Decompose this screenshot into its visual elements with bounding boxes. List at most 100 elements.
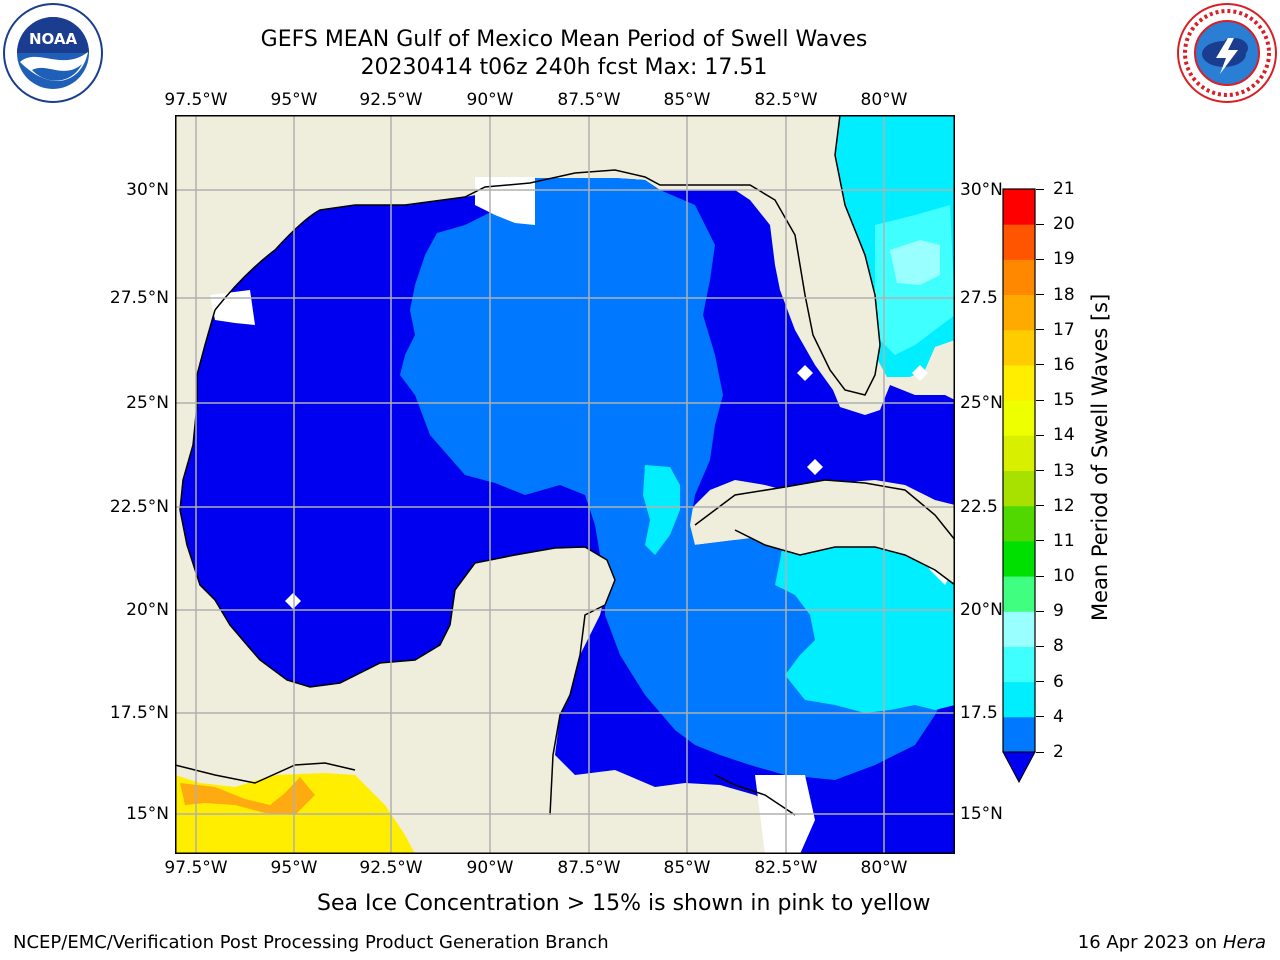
colorbar-tick-label: 15	[1053, 390, 1075, 411]
colorbar-extend-triangle	[1002, 751, 1036, 784]
colorbar-tick-mark	[1036, 258, 1044, 260]
no-data-patch	[807, 459, 823, 475]
lat-tick-label: 17.5°N	[109, 703, 169, 723]
colorbar-tick-mark	[1036, 470, 1044, 471]
colorbar-tick-mark	[1036, 681, 1044, 683]
colorbar-tick-label: 10	[1053, 566, 1075, 587]
florida-peninsula-landmass	[715, 115, 880, 395]
lon-tick-label: 97.5°W	[164, 858, 228, 878]
colorbar-segment	[1003, 576, 1035, 612]
colorbar-tick-label: 13	[1053, 460, 1075, 481]
noaa-logo: NOAA	[2, 2, 104, 104]
lon-tick-label: 80°W	[860, 858, 908, 878]
lat-tick-label: 30°N	[960, 180, 1003, 200]
lon-tick-label: 92.5°W	[359, 858, 423, 878]
colorbar-tick-label: 4	[1053, 706, 1064, 727]
colorbar-tick-label: 20	[1053, 214, 1075, 235]
colorbar-tick-label: 17	[1053, 319, 1075, 340]
ocean-band-4-6-caribbean-region	[775, 527, 955, 713]
colorbar-segment	[1003, 540, 1035, 577]
lon-tick-label: 87.5°W	[557, 90, 621, 110]
footer-host: Hera	[1222, 932, 1266, 953]
footer-credit: NCEP/EMC/Verification Post Processing Pr…	[13, 932, 609, 953]
colorbar-tick-label: 18	[1053, 284, 1075, 305]
lat-tick-label: 30°N	[126, 180, 169, 200]
colorbar-segment	[1003, 611, 1035, 647]
colorbar-tick-label: 21	[1053, 179, 1075, 199]
no-data-patch	[797, 365, 813, 381]
lat-lon-gridlines	[175, 115, 955, 854]
colorbar-segment	[1003, 681, 1035, 718]
colorbar-label: Mean Period of Swell Waves [s]	[1088, 293, 1112, 621]
colorbar-tick-mark	[1036, 751, 1044, 753]
lon-tick-label: 85°W	[663, 858, 711, 878]
colorbar-tick-mark	[1036, 188, 1044, 190]
colorbar-tick-label: 14	[1053, 425, 1075, 446]
colorbar-segment	[1003, 189, 1035, 225]
colorbar-tick-label: 11	[1053, 530, 1075, 551]
lat-tick-label: 25°N	[126, 393, 169, 413]
map-frame	[175, 115, 955, 854]
lon-tick-label: 95°W	[270, 858, 318, 878]
lat-tick-label: 25°N	[960, 393, 1003, 413]
lon-tick-label: 80°W	[860, 90, 908, 110]
lat-tick-label: 20°N	[126, 600, 169, 620]
colorbar-frame	[1002, 188, 1036, 753]
lat-tick-label: 17.5	[960, 703, 998, 723]
colorbar-tick-mark	[1036, 399, 1044, 401]
sea-ice-orange-region	[180, 777, 315, 815]
map-panel	[174, 114, 956, 854]
colorbar-tick-mark	[1036, 716, 1044, 718]
colorbar-tick-label: 8	[1053, 636, 1064, 657]
colorbar-segment	[1003, 505, 1035, 542]
ocean-band-4-6-yucatan-channel-region	[643, 465, 680, 555]
colorbar-tick-label: 16	[1053, 354, 1075, 375]
chart-title-line2: 20230414 t06z 240h fcst Max: 17.51	[360, 55, 768, 80]
colorbar-segment	[1003, 716, 1035, 753]
colorbar-tick-mark	[1036, 223, 1044, 225]
colorbar-tick-label: 2	[1053, 742, 1064, 762]
noaa-logo-text: NOAA	[29, 30, 78, 48]
lat-tick-label: 22.5°N	[109, 497, 169, 517]
colorbar-tick-mark	[1036, 294, 1044, 296]
colorbar-tick-mark	[1036, 575, 1044, 577]
ocean-band-8-9-region	[890, 240, 940, 285]
footer-date-text: 16 Apr 2023 on	[1077, 932, 1223, 953]
colorbar-tick-label: 19	[1053, 249, 1075, 270]
lon-tick-label: 82.5°W	[754, 90, 818, 110]
no-data-patch	[285, 593, 301, 609]
colorbar-segment	[1003, 646, 1035, 683]
lat-tick-label: 15°N	[960, 804, 1003, 824]
lon-tick-label: 95°W	[270, 90, 318, 110]
colorbar-segment	[1003, 294, 1035, 331]
colorbar	[1002, 188, 1036, 784]
sea-ice-caption: Sea Ice Concentration > 15% is shown in …	[317, 891, 931, 916]
colorbar-tick-mark	[1036, 329, 1044, 331]
lat-tick-label: 15°N	[126, 804, 169, 824]
nws-logo	[1176, 2, 1278, 104]
colorbar-graphic	[1002, 188, 1036, 784]
colorbar-segment	[1003, 224, 1035, 260]
lon-tick-label: 97.5°W	[164, 90, 228, 110]
lon-tick-label: 90°W	[466, 858, 514, 878]
colorbar-tick-mark	[1036, 364, 1044, 366]
lon-tick-label: 90°W	[466, 90, 514, 110]
lon-tick-label: 92.5°W	[359, 90, 423, 110]
colorbar-tick-mark	[1036, 434, 1044, 436]
lon-tick-label: 85°W	[663, 90, 711, 110]
colorbar-segment	[1003, 259, 1035, 296]
colorbar-tick-mark	[1036, 645, 1044, 647]
lat-tick-label: 22.5	[960, 497, 998, 517]
colorbar-segment	[1003, 329, 1035, 366]
colorbar-segment	[1003, 400, 1035, 436]
lat-tick-label: 27.5°N	[109, 288, 169, 308]
colorbar-segment	[1003, 364, 1035, 401]
colorbar-tick-mark	[1036, 505, 1044, 507]
colorbar-tick-label: 9	[1053, 601, 1064, 622]
lon-tick-label: 82.5°W	[754, 858, 818, 878]
gulf-of-mexico-map	[174, 114, 956, 854]
lat-tick-label: 20°N	[960, 600, 1003, 620]
colorbar-segment	[1003, 435, 1035, 471]
colorbar-tick-mark	[1036, 540, 1044, 542]
colorbar-tick-label: 12	[1053, 495, 1075, 516]
